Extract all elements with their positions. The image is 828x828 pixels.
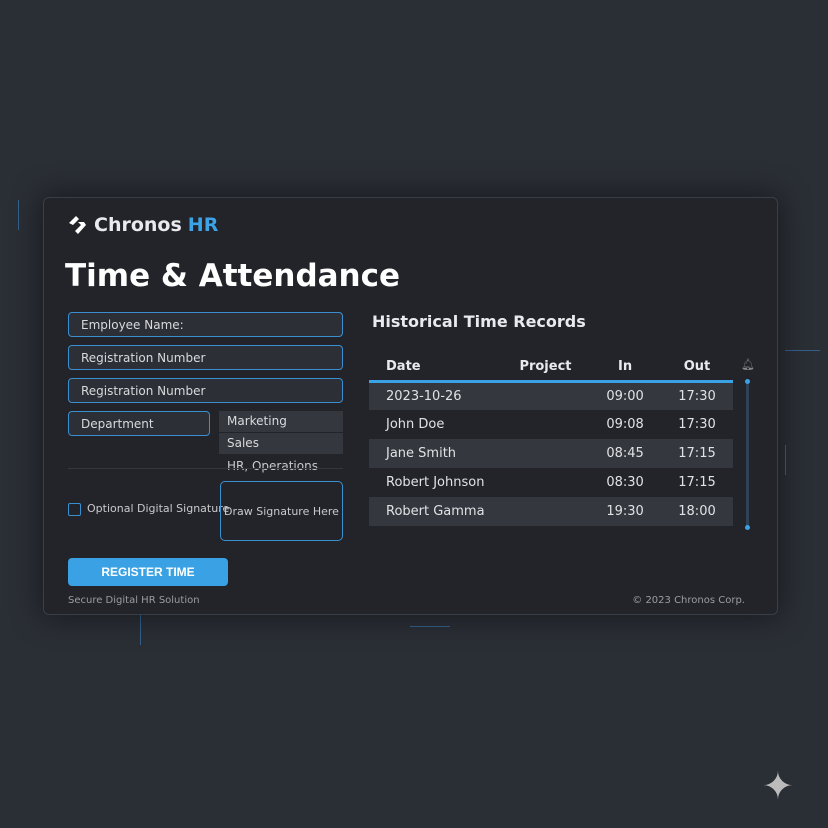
cell-in: 09:08 <box>606 417 644 432</box>
signature-pad-label: Draw Signature Here <box>224 504 339 518</box>
records-title: Historical Time Records <box>372 312 586 331</box>
table-row[interactable]: John Doe 09:08 17:30 <box>369 410 733 439</box>
brand-logo: Chronos HR <box>66 214 218 236</box>
registration-number-input-2[interactable]: Registration Number <box>68 378 343 403</box>
decor-line <box>785 445 786 475</box>
col-in[interactable]: In <box>589 353 662 383</box>
cell-date: Jane Smith <box>369 439 503 468</box>
footer-copyright: © 2023 Chronos Corp. <box>632 595 745 606</box>
table-header: Date Project In Out <box>369 353 733 383</box>
cell-in: 09:00 <box>589 381 662 410</box>
decor-line <box>410 626 450 627</box>
cell-project <box>502 468 589 497</box>
sparkle-icon: ✦ <box>762 764 794 808</box>
col-date[interactable]: Date <box>369 353 503 383</box>
signature-checkbox[interactable] <box>68 503 81 516</box>
attendance-panel: Chronos HR Time & Attendance Employee Nam… <box>43 197 778 615</box>
decor-line <box>785 350 820 351</box>
col-project[interactable]: Project <box>502 353 590 383</box>
divider <box>68 468 343 469</box>
cell-project <box>502 381 590 410</box>
cell-out: 17:15 <box>678 475 716 490</box>
cell-out: 17:30 <box>661 381 733 410</box>
cell-out: 18:00 <box>661 497 733 526</box>
chronos-logo-icon <box>69 216 86 234</box>
registration-number-input[interactable]: Registration Number <box>68 345 343 370</box>
cell-date: John Doe <box>386 417 445 432</box>
cell-in: 08:30 <box>606 475 644 490</box>
cell-in: 08:45 <box>589 439 662 468</box>
cell-date: 2023-10-26 <box>369 381 503 410</box>
col-out[interactable]: Out <box>661 353 733 383</box>
employee-name-input[interactable]: Employee Name: <box>68 312 343 337</box>
cell-date: Robert Gamma <box>369 497 503 526</box>
records-table: Date Project In Out 2023-10-26 09:00 17:30… <box>369 353 733 526</box>
bell-icon[interactable]: 🔔︎ <box>741 358 755 371</box>
cell-project <box>502 497 590 526</box>
cell-in: 19:30 <box>589 497 662 526</box>
department-option-sales[interactable]: Sales <box>219 433 343 454</box>
register-time-button[interactable]: REGISTER TIME <box>68 558 228 586</box>
department-option-marketing[interactable]: Marketing <box>219 411 343 432</box>
decor-line <box>18 200 19 230</box>
cell-date: Robert Johnson <box>386 475 485 490</box>
cell-out: 17:30 <box>678 417 716 432</box>
signature-pad[interactable]: Draw Signature Here <box>220 481 343 541</box>
decor-line <box>140 615 141 645</box>
table-row[interactable]: Robert Gamma 19:30 18:00 <box>369 497 733 526</box>
department-option-hr-operations[interactable]: HR, Operations <box>227 459 318 473</box>
cell-out: 17:15 <box>661 439 733 468</box>
cell-project <box>502 410 589 439</box>
table-row[interactable]: Jane Smith 08:45 17:15 <box>369 439 733 468</box>
signature-checkbox-label: Optional Digital Signature <box>87 502 230 515</box>
brand-name: Chronos <box>94 214 182 236</box>
footer-tagline: Secure Digital HR Solution <box>68 595 200 606</box>
scrollbar[interactable] <box>745 379 750 530</box>
cell-project <box>502 439 590 468</box>
table-row[interactable]: Robert Johnson 08:30 17:15 <box>369 468 733 497</box>
table-row[interactable]: 2023-10-26 09:00 17:30 <box>369 381 733 410</box>
brand-accent: HR <box>187 214 219 236</box>
department-select[interactable]: Department <box>68 411 210 436</box>
page-title: Time & Attendance <box>65 258 401 294</box>
